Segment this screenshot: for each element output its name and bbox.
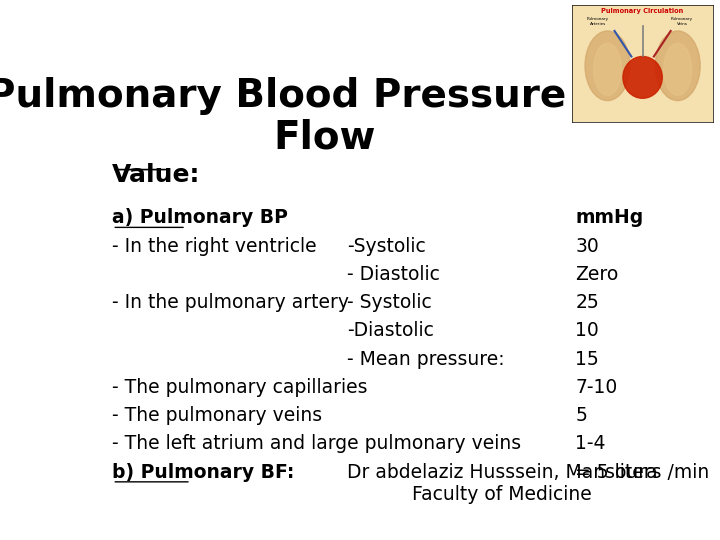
Text: Pulmonary Blood Pressure and: Pulmonary Blood Pressure and — [0, 77, 662, 115]
Text: - In the pulmonary artery: - In the pulmonary artery — [112, 293, 349, 312]
Ellipse shape — [664, 43, 692, 96]
Text: - The pulmonary capillaries: - The pulmonary capillaries — [112, 378, 368, 397]
Text: 25: 25 — [575, 293, 599, 312]
Text: - Systolic: - Systolic — [347, 293, 431, 312]
Text: 7-10: 7-10 — [575, 378, 618, 397]
Text: 30: 30 — [575, 237, 599, 255]
Text: - Mean pressure:: - Mean pressure: — [347, 349, 504, 369]
Text: -Diastolic: -Diastolic — [347, 321, 433, 340]
Text: -Systolic: -Systolic — [347, 237, 426, 255]
Text: Pulmonary
Veins: Pulmonary Veins — [671, 17, 693, 25]
Text: - In the right ventricle: - In the right ventricle — [112, 237, 317, 255]
Text: 5: 5 — [575, 406, 588, 425]
Text: = 5 liters /min: = 5 liters /min — [575, 463, 710, 482]
Text: mmHg: mmHg — [575, 208, 644, 227]
Text: 10: 10 — [575, 321, 599, 340]
Text: Value:: Value: — [112, 163, 201, 186]
Text: 1-4: 1-4 — [575, 435, 606, 454]
Ellipse shape — [593, 43, 621, 96]
Text: b) Pulmonary BF:: b) Pulmonary BF: — [112, 463, 294, 482]
Text: Zero: Zero — [575, 265, 618, 284]
Text: - Diastolic: - Diastolic — [347, 265, 439, 284]
Ellipse shape — [585, 31, 630, 100]
Ellipse shape — [623, 57, 662, 98]
Text: a) Pulmonary BP: a) Pulmonary BP — [112, 208, 288, 227]
Text: Pulmonary
Arteries: Pulmonary Arteries — [587, 17, 608, 25]
Text: - The pulmonary veins: - The pulmonary veins — [112, 406, 323, 425]
Text: 15: 15 — [575, 349, 599, 369]
Text: Flow: Flow — [273, 119, 376, 157]
Text: Dr abdelaziz Husssein, Mansoura
Faculty of Medicine: Dr abdelaziz Husssein, Mansoura Faculty … — [347, 463, 657, 504]
Ellipse shape — [655, 31, 700, 100]
Text: - The left atrium and large pulmonary veins: - The left atrium and large pulmonary ve… — [112, 435, 521, 454]
Text: Pulmonary Circulation: Pulmonary Circulation — [601, 8, 684, 14]
